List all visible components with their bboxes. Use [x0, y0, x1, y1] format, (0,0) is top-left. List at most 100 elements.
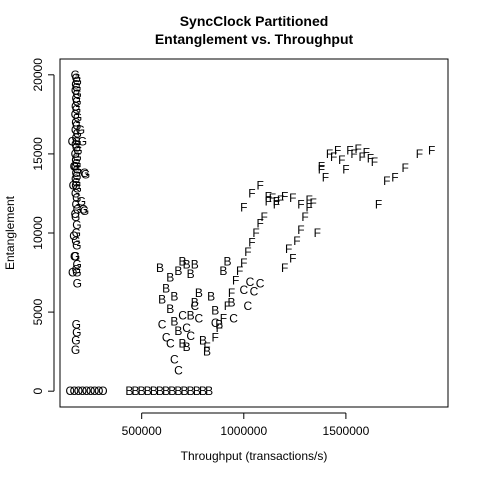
data-point-f: F [354, 142, 361, 156]
data-point-f: F [277, 193, 284, 207]
data-point-c: C [190, 299, 199, 313]
data-point-f: F [375, 198, 382, 212]
data-point-f: F [273, 194, 280, 208]
data-point-f: F [256, 179, 263, 193]
data-point-b: B [187, 384, 195, 398]
data-point-g: G [72, 150, 81, 164]
data-point-b: B [211, 304, 219, 318]
data-point-g: G [71, 334, 80, 348]
data-point-f: F [297, 223, 304, 237]
data-point-c: C [178, 308, 187, 322]
data-point-f: F [240, 256, 247, 270]
data-point-f: F [322, 171, 329, 185]
data-point-b: B [156, 261, 164, 275]
data-point-o: O [98, 384, 107, 398]
data-point-o: O [68, 134, 77, 148]
data-point-f: F [318, 160, 325, 174]
data-point-b: B [183, 340, 191, 354]
data-point-f: F [297, 198, 304, 212]
data-point-g: G [72, 191, 81, 205]
data-point-g: G [71, 343, 80, 357]
data-point-f: F [228, 286, 235, 300]
data-point-g: G [72, 239, 81, 253]
data-point-g: G [72, 318, 81, 332]
data-point-f: F [216, 321, 223, 335]
data-point-b: B [215, 318, 223, 332]
data-point-b: B [228, 296, 236, 310]
data-point-b: B [203, 345, 211, 359]
data-point-o: O [69, 229, 78, 243]
data-point-g: G [73, 277, 82, 291]
data-point-o: O [70, 160, 79, 174]
data-point-o: O [78, 384, 87, 398]
data-point-f: F [232, 273, 239, 287]
data-point-b: B [205, 384, 213, 398]
data-point-g: G [71, 198, 80, 212]
data-point-b: B [170, 289, 178, 303]
data-point-f: F [342, 163, 349, 177]
data-point-f: F [244, 245, 251, 259]
data-point-f: F [346, 144, 353, 158]
y-axis-label: Entanglement [3, 195, 17, 270]
data-point-f: F [359, 150, 366, 164]
data-point-g: G [76, 123, 85, 137]
plot-frame [59, 58, 449, 408]
data-point-f: F [367, 152, 374, 166]
data-point-f: F [224, 299, 231, 313]
data-point-b: B [162, 281, 170, 295]
chart-title-line1: SyncClock Partitioned [180, 13, 329, 29]
data-point-g: G [71, 77, 80, 91]
data-point-b: B [166, 270, 174, 284]
data-point-g: G [72, 87, 81, 101]
data-point-f: F [338, 153, 345, 167]
data-point-c: C [229, 311, 238, 325]
data-points: GGGGGGGGGGGGGGGGGGGGGGGGGGGGGGGGGGGGGGGG… [66, 68, 436, 398]
data-point-f: F [240, 201, 247, 215]
data-point-g: G [72, 134, 81, 148]
data-point-g: G [72, 182, 81, 196]
data-point-g: G [71, 172, 80, 186]
data-point-g: G [72, 71, 81, 85]
x-tick-label: 500000 [122, 424, 162, 438]
data-point-f: F [314, 226, 321, 240]
data-point-c: C [162, 330, 171, 344]
data-point-g: G [71, 147, 80, 161]
x-tick-label: 1000000 [220, 424, 267, 438]
data-point-g: G [73, 202, 82, 216]
data-point-g: G [71, 123, 80, 137]
data-point-c: C [211, 316, 220, 330]
data-point-g: G [73, 144, 82, 158]
data-point-g: G [78, 134, 87, 148]
data-point-b: B [168, 384, 176, 398]
data-point-g: G [72, 175, 81, 189]
data-point-g: G [71, 115, 80, 129]
data-point-f: F [273, 198, 280, 212]
data-point-g: G [72, 218, 81, 232]
data-point-o: O [82, 384, 91, 398]
data-point-f: F [236, 264, 243, 278]
data-point-g: G [71, 153, 80, 167]
data-point-g: G [77, 194, 86, 208]
data-point-g: G [71, 250, 80, 264]
data-point-g: G [72, 80, 81, 94]
data-point-g: G [72, 103, 81, 117]
data-point-g: G [80, 204, 89, 218]
data-point-f: F [371, 155, 378, 169]
data-point-f: F [265, 190, 272, 204]
data-point-g: G [71, 160, 80, 174]
data-point-f: F [326, 147, 333, 161]
data-point-c: C [182, 321, 191, 335]
data-point-c: C [244, 299, 253, 313]
data-point-c: C [174, 364, 183, 378]
data-point-b: B [199, 384, 207, 398]
data-point-b: B [158, 292, 166, 306]
data-point-f: F [212, 330, 219, 344]
data-point-g: G [73, 74, 82, 88]
data-point-b: B [207, 289, 215, 303]
data-point-b: B [174, 324, 182, 338]
data-point-b: B [187, 308, 195, 322]
data-point-g: G [72, 326, 81, 340]
data-point-f: F [401, 161, 408, 175]
data-point-g: G [72, 156, 81, 170]
